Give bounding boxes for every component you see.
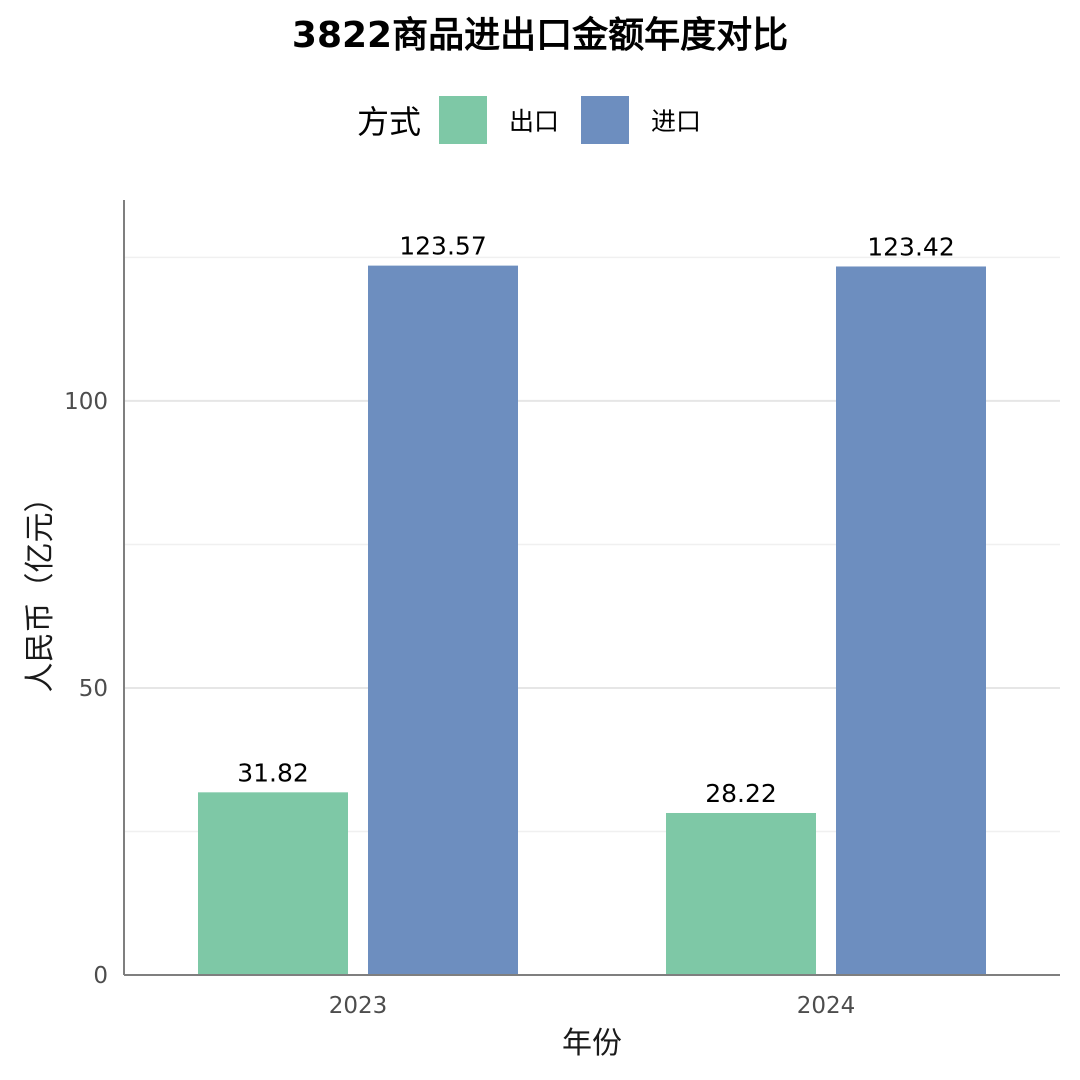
y-axis-title: 人民币（亿元）: [23, 483, 58, 693]
bar: [666, 812, 816, 975]
y-tick-label: 50: [79, 676, 108, 702]
legend-title: 方式: [356, 103, 421, 141]
legend-item-export: 出口: [438, 96, 559, 144]
bar: [198, 792, 348, 975]
legend-label-import: 进口: [651, 107, 702, 136]
x-tick-label: 2024: [797, 993, 856, 1019]
x-axis-title: 年份: [562, 1026, 622, 1061]
y-tick-label: 100: [64, 389, 108, 415]
bar-value-label: 28.22: [705, 779, 777, 808]
x-tick-label: 2023: [329, 993, 388, 1019]
y-tick-label: 0: [93, 963, 108, 989]
legend-swatch-export: [438, 96, 487, 144]
bar: [368, 265, 518, 975]
legend-swatch-import: [581, 96, 629, 144]
chart-title: 3822商品进出口金额年度对比: [291, 15, 789, 56]
bar-value-label: 31.82: [237, 758, 309, 787]
bar-value-label: 123.57: [399, 232, 486, 261]
bar-value-label: 123.42: [867, 232, 954, 261]
legend: 方式 出口 进口: [0, 94, 1080, 146]
legend-item-import: 进口: [581, 96, 701, 144]
bar: [836, 266, 986, 975]
legend-label-export: 出口: [508, 107, 559, 136]
